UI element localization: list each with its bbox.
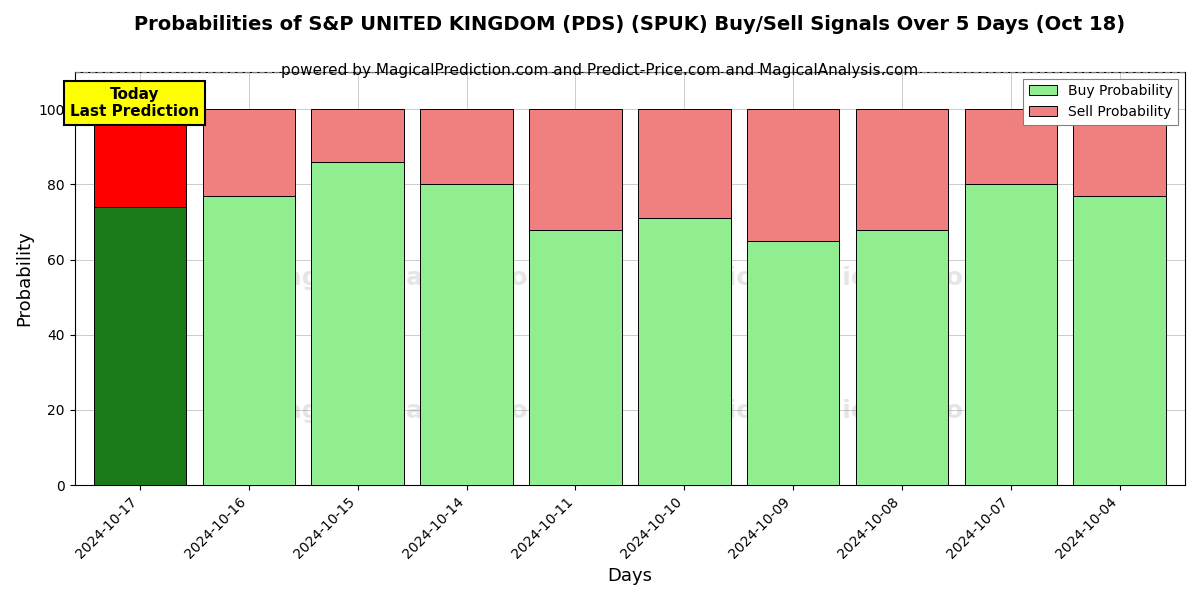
Bar [420,109,512,184]
Bar [746,241,839,485]
Bar [638,218,731,485]
Text: Today
Last Prediction: Today Last Prediction [70,87,199,119]
Bar [856,230,948,485]
Bar [420,184,512,485]
Text: MagicalAnalysis.com: MagicalAnalysis.com [260,399,554,423]
Bar [94,207,186,485]
Bar [312,109,404,162]
Bar [203,109,295,196]
Text: MagicalPrediction.com: MagicalPrediction.com [670,266,990,290]
Bar [856,109,948,230]
Bar [965,109,1057,184]
Y-axis label: Probability: Probability [16,230,34,326]
Bar [1074,196,1166,485]
Bar [529,109,622,230]
Bar [529,230,622,485]
Bar [312,162,404,485]
Bar [746,109,839,241]
Text: powered by MagicalPrediction.com and Predict-Price.com and MagicalAnalysis.com: powered by MagicalPrediction.com and Pre… [281,63,919,78]
Text: MagicalAnalysis.com: MagicalAnalysis.com [260,266,554,290]
Bar [94,109,186,207]
Text: MagicalPrediction.com: MagicalPrediction.com [670,399,990,423]
Bar [965,184,1057,485]
Bar [203,196,295,485]
X-axis label: Days: Days [607,567,653,585]
Bar [1074,109,1166,196]
Legend: Buy Probability, Sell Probability: Buy Probability, Sell Probability [1024,79,1178,125]
Title: Probabilities of S&P UNITED KINGDOM (PDS) (SPUK) Buy/Sell Signals Over 5 Days (O: Probabilities of S&P UNITED KINGDOM (PDS… [134,15,1126,34]
Bar [638,109,731,218]
